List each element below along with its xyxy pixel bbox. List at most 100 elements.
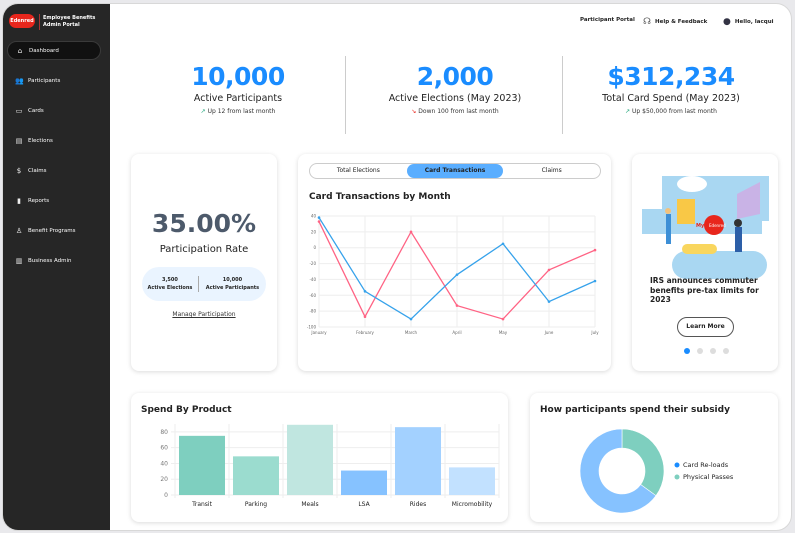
- stat-0: 10,000 Active Participants ↗ Up 12 from la…: [138, 62, 338, 115]
- y-tick-label: -20: [309, 261, 316, 266]
- stat-divider: [562, 56, 563, 134]
- card-icon: ▭: [15, 106, 23, 115]
- stat-trend: Up 12 from last month: [207, 108, 276, 115]
- app-window: Edenred Employee Benefits Admin Portal ⌂ D…: [2, 3, 792, 531]
- sidebar-item-reports[interactable]: ▮ Reports: [7, 191, 101, 210]
- stat-label: Active Participants: [193, 93, 283, 104]
- active-elections-label: Active Elections: [147, 285, 193, 291]
- sidebar-item-business-admin[interactable]: ▥ Business Admin: [7, 251, 101, 270]
- data-point: [409, 230, 413, 234]
- user-greeting: Hello, Iacqui: [734, 19, 774, 25]
- stat-2: $312,234 Total Card Spend (May 2023) ↗ Up …: [571, 62, 771, 115]
- participation-rate-label: Participation Rate: [159, 244, 249, 255]
- x-tick-label: February: [356, 330, 374, 335]
- sidebar-item-elections[interactable]: ▤ Elections: [7, 131, 101, 150]
- active-participants-value: 10,000: [222, 277, 243, 283]
- legend-swatch: [674, 462, 680, 468]
- promo-title: IRS announces commuter benefits pre-tax …: [650, 276, 759, 304]
- x-tick-label: Meals: [301, 501, 318, 508]
- slice-physical-passes: [621, 428, 665, 497]
- users-icon: 👥: [15, 76, 24, 85]
- bar-chart-icon: ▮: [17, 196, 21, 205]
- learn-more-button[interactable]: Learn More: [677, 317, 734, 337]
- tab-total-elections[interactable]: Total Elections: [336, 167, 380, 174]
- bar-chart-title: Spend By Product: [141, 405, 232, 415]
- x-tick-label: Parking: [245, 501, 267, 508]
- y-tick-label: -60: [309, 293, 316, 298]
- y-tick-label: -100: [307, 325, 317, 330]
- sidebar-item-dashboard[interactable]: ⌂ Dashboard: [7, 41, 101, 60]
- stat-label: Total Card Spend (May 2023): [602, 93, 740, 104]
- pie-chart-title: How participants spend their subsidy: [540, 405, 730, 415]
- carousel-dots: [684, 348, 729, 354]
- y-tick-label: -40: [309, 277, 316, 282]
- sidebar-item-label: Reports: [28, 197, 50, 204]
- stat-value: 2,000: [416, 62, 494, 91]
- legend-label: Card Re-loads: [683, 461, 729, 469]
- stat-1: 2,000 Active Elections (May 2023) ↘ Down 1…: [355, 62, 555, 115]
- sidebar-item-label: Participants: [28, 77, 61, 84]
- carousel-dot[interactable]: [684, 348, 690, 354]
- stat-divider: [345, 56, 346, 134]
- bar-rides: [395, 427, 441, 495]
- y-tick-label: 20: [160, 476, 168, 483]
- data-point: [317, 220, 321, 223]
- data-point: [455, 273, 459, 276]
- x-tick-label: Rides: [410, 501, 426, 508]
- stat-trend: Down 100 from last month: [418, 108, 499, 115]
- bar-micromobility: [449, 467, 495, 495]
- participant-portal-label: Participant Portal: [580, 17, 635, 23]
- data-point: [409, 317, 413, 321]
- data-point: [501, 317, 505, 321]
- sidebar-item-participants[interactable]: 👥 Participants: [7, 71, 101, 90]
- participation-summary: 3,500 Active Elections 10,000 Active Parti…: [142, 267, 266, 301]
- gift-icon: ♙: [15, 226, 23, 235]
- stat-label: Active Elections (May 2023): [388, 93, 522, 104]
- carousel-dot[interactable]: [723, 348, 729, 354]
- tab-claims[interactable]: Claims: [541, 167, 562, 174]
- bar-transit: [179, 435, 225, 495]
- sidebar-item-label: Elections: [28, 137, 53, 144]
- x-tick-label: May: [499, 330, 508, 335]
- y-tick-label: 60: [160, 445, 168, 452]
- participant-portal-link[interactable]: Participant Portal: [580, 17, 635, 23]
- tab-card-transactions[interactable]: Card Transactions: [406, 164, 504, 178]
- user-menu[interactable]: ● Hello, Iacqui: [723, 17, 774, 27]
- carousel-dot[interactable]: [710, 348, 716, 354]
- data-point: [501, 242, 505, 246]
- data-point: [455, 304, 459, 307]
- building-icon: ▥: [15, 256, 23, 265]
- sidebar-item-cards[interactable]: ▭ Cards: [7, 101, 101, 120]
- sidebar: Edenred Employee Benefits Admin Portal ⌂ D…: [3, 4, 110, 530]
- manage-participation-link[interactable]: Manage Participation: [172, 311, 236, 318]
- slice-card-re-loads: [579, 428, 657, 514]
- sidebar-item-claims[interactable]: $ Claims: [7, 161, 101, 180]
- trend-down-icon: ↘: [411, 108, 417, 115]
- participation-rate: 35.00%: [151, 209, 257, 238]
- chart-tabs: Total Elections Card Transactions Claims: [309, 163, 601, 179]
- sidebar-item-label: Claims: [28, 167, 47, 174]
- legend-label: Physical Passes: [683, 473, 734, 481]
- summary-divider: [197, 276, 199, 292]
- bar-meals: [287, 424, 333, 495]
- data-point: [363, 315, 367, 318]
- x-tick-label: Micromobility: [452, 501, 493, 508]
- sidebar-item-label: Business Admin: [28, 257, 72, 264]
- portal-title-line1: Employee Benefits: [43, 15, 96, 21]
- legend-swatch: [674, 474, 680, 480]
- promo-card: My Edenred IRS announces commuter benefi…: [632, 154, 778, 371]
- x-tick-label: LSA: [358, 501, 370, 508]
- sidebar-item-benefit-programs[interactable]: ♙ Benefit Programs: [7, 221, 101, 240]
- data-point: [593, 279, 597, 283]
- x-tick-label: June: [544, 330, 554, 335]
- help-feedback-link[interactable]: ☊ Help & Feedback: [643, 17, 707, 27]
- portal-title: Employee Benefits Admin Portal: [43, 15, 103, 29]
- sidebar-item-label: Cards: [28, 107, 44, 114]
- carousel-dot[interactable]: [697, 348, 703, 354]
- x-tick-label: Transit: [191, 501, 213, 508]
- sidebar-item-label: Dashboard: [29, 47, 59, 54]
- y-tick-label: 40: [160, 460, 168, 467]
- data-point: [547, 268, 551, 272]
- svg-text:Edenred: Edenred: [709, 223, 726, 228]
